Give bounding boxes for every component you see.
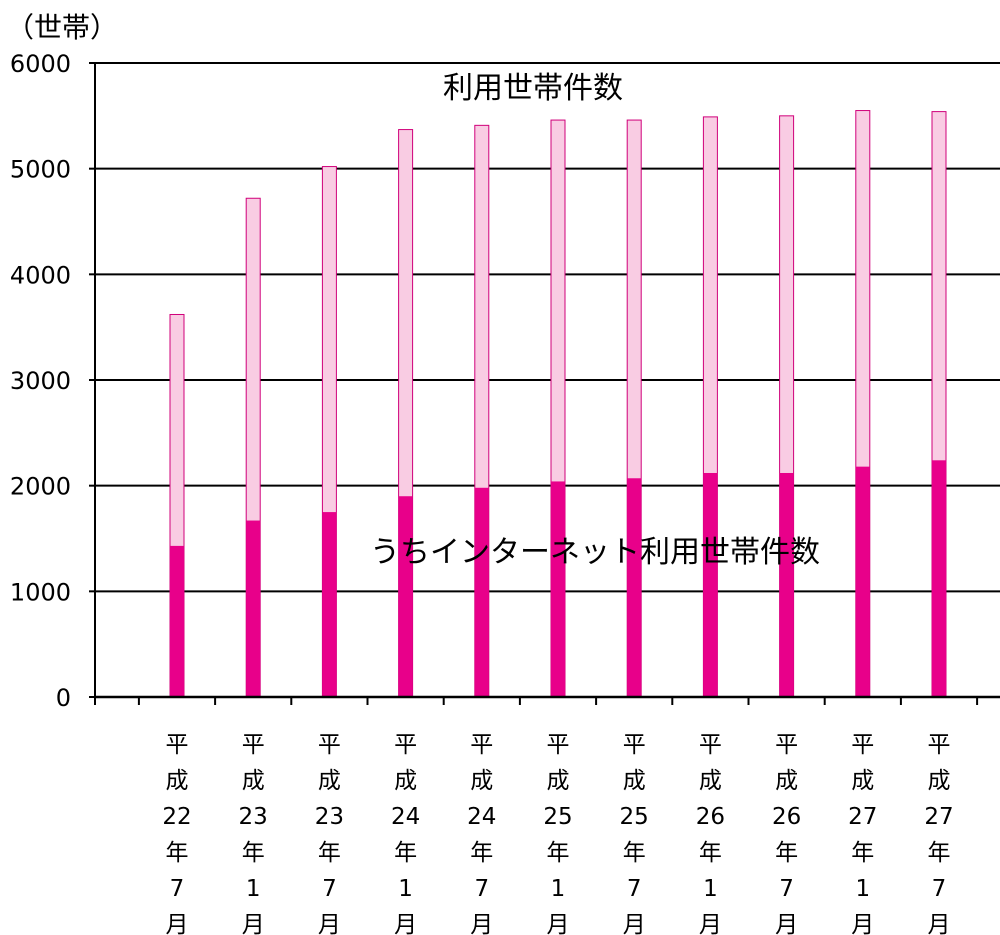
bar-internet <box>855 466 870 697</box>
y-tick-label: 4000 <box>10 261 71 289</box>
x-tick-label: 成 <box>699 768 722 794</box>
x-tick-label: 24 <box>391 804 420 830</box>
y-tick-label: 6000 <box>10 50 71 78</box>
x-tick-label: 年 <box>851 840 874 866</box>
series-label-internet: うちインターネット利用世帯件数 <box>370 535 820 570</box>
x-tick-label: 月 <box>394 912 417 935</box>
x-tick-label: 1 <box>703 876 718 902</box>
x-tick-label: 26 <box>696 804 725 830</box>
series-label-total: 利用世帯件数 <box>443 71 623 106</box>
x-tick-label: 成 <box>547 768 570 794</box>
y-tick-labels: 0 1000 2000 3000 4000 5000 6000 <box>10 50 71 712</box>
x-tick-label: 7 <box>779 876 794 902</box>
x-tick-label: 1 <box>551 876 566 902</box>
bar-internet <box>246 520 261 697</box>
x-tick-label: 7 <box>322 876 337 902</box>
x-tick-label: 月 <box>166 912 189 935</box>
x-tick-label: 年 <box>699 840 722 866</box>
x-tick-label: 年 <box>166 840 189 866</box>
x-tick-label: 平 <box>623 732 646 758</box>
x-tick-label: 月 <box>470 912 493 935</box>
x-tick-label: 23 <box>239 804 268 830</box>
x-tick-label: 年 <box>547 840 570 866</box>
x-tick-label: 平 <box>928 732 951 758</box>
x-tick-label: 月 <box>318 912 341 935</box>
y-tick-label: 5000 <box>10 156 71 184</box>
bar-internet <box>398 496 413 697</box>
x-tick-label: 年 <box>242 840 265 866</box>
x-tick-label: 1 <box>246 876 261 902</box>
bars <box>169 110 947 698</box>
x-tick-label: 平 <box>775 732 798 758</box>
x-tick-label: 月 <box>242 912 265 935</box>
x-tick-label: 成 <box>242 768 265 794</box>
y-tick-label: 1000 <box>10 578 71 606</box>
x-tick-label: 月 <box>699 912 722 935</box>
x-tick-label: 年 <box>394 840 417 866</box>
x-tick-label: 7 <box>627 876 642 902</box>
x-tick-label: 平 <box>166 732 189 758</box>
y-tick-label: 0 <box>56 684 71 712</box>
bar-internet <box>932 460 946 697</box>
x-tick-label: 平 <box>470 732 493 758</box>
x-tick-label: 年 <box>775 840 798 866</box>
x-tick-label: 7 <box>170 876 185 902</box>
x-tick-label: 成 <box>928 768 951 794</box>
bar-internet <box>551 481 565 697</box>
x-tick-label: 成 <box>775 768 798 794</box>
x-tick-label: 年 <box>470 840 493 866</box>
bar-internet <box>170 545 184 697</box>
x-tick-label: 24 <box>467 804 496 830</box>
x-tick-label: 22 <box>162 804 191 830</box>
x-tick-label: 月 <box>623 912 646 935</box>
x-tick-label: 平 <box>851 732 874 758</box>
x-tick-label: 年 <box>928 840 951 866</box>
x-tick-label: 1 <box>855 876 870 902</box>
x-tick-labels: 平成22年7月平成23年1月平成23年7月平成24年1月平成24年7月平成25年… <box>162 732 953 935</box>
x-tick-label: 成 <box>470 768 493 794</box>
x-tick-label: 25 <box>543 804 572 830</box>
x-tick-label: 月 <box>851 912 874 935</box>
y-tick-label: 3000 <box>10 367 71 395</box>
bar-internet <box>779 472 794 697</box>
x-tick-label: 月 <box>775 912 798 935</box>
x-tick-label: 7 <box>474 876 489 902</box>
x-tick-label: 月 <box>547 912 570 935</box>
x-tick-label: 7 <box>932 876 947 902</box>
x-tick-label: 月 <box>928 912 951 935</box>
bar-internet <box>703 472 718 697</box>
axes <box>89 62 1000 705</box>
bar-internet <box>322 512 337 697</box>
bar-internet <box>627 478 642 697</box>
x-tick-label: 平 <box>699 732 722 758</box>
x-tick-label: 成 <box>394 768 417 794</box>
x-tick-label: 年 <box>318 840 341 866</box>
x-tick-label: 成 <box>851 768 874 794</box>
x-tick-label: 成 <box>318 768 341 794</box>
x-tick-label: 平 <box>394 732 417 758</box>
x-tick-label: 平 <box>242 732 265 758</box>
y-tick-label: 2000 <box>10 473 71 501</box>
x-tick-label: 1 <box>398 876 413 902</box>
x-tick-label: 平 <box>547 732 570 758</box>
x-tick-label: 27 <box>924 804 953 830</box>
x-tick-label: 平 <box>318 732 341 758</box>
x-tick-label: 成 <box>623 768 646 794</box>
x-tick-label: 25 <box>620 804 649 830</box>
x-tick-label: 27 <box>848 804 877 830</box>
x-tick-label: 年 <box>623 840 646 866</box>
y-axis-unit-label: （世帯） <box>6 11 119 44</box>
x-tick-label: 成 <box>166 768 189 794</box>
bar-internet <box>474 487 489 697</box>
x-tick-label: 26 <box>772 804 801 830</box>
x-tick-label: 23 <box>315 804 344 830</box>
